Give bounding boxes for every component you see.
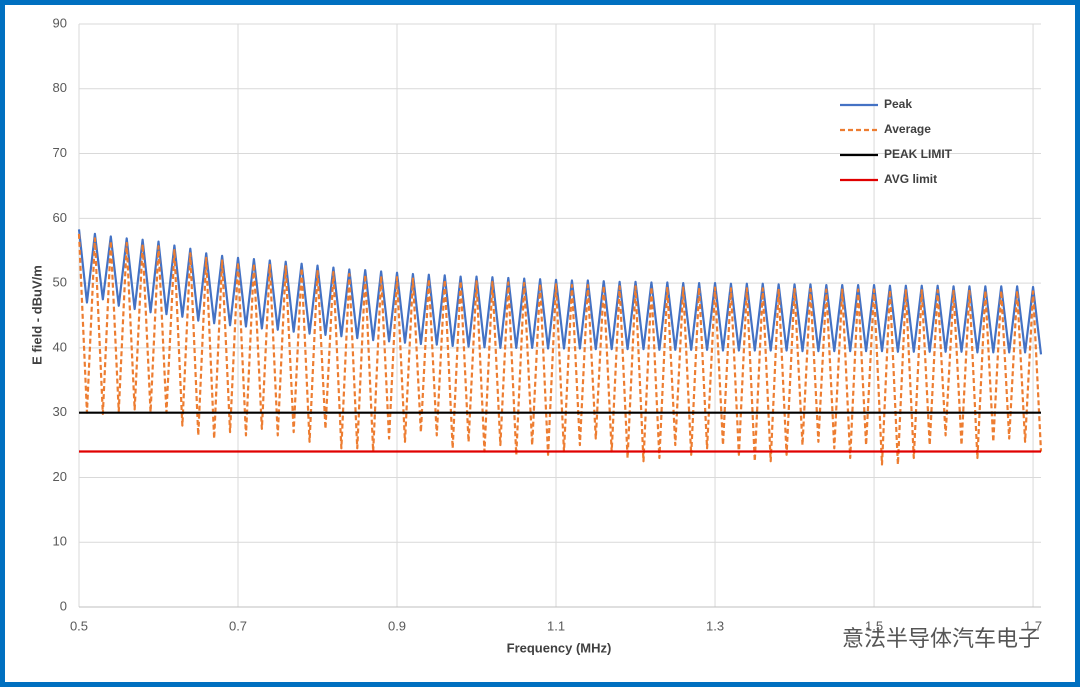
y-tick-label: 20 xyxy=(53,469,67,484)
legend-label: AVG limit xyxy=(884,172,937,186)
legend-label: PEAK LIMIT xyxy=(884,147,953,161)
y-tick-label: 40 xyxy=(53,339,67,354)
y-tick-label: 70 xyxy=(53,145,67,160)
x-tick-label: 1.3 xyxy=(706,618,724,633)
y-tick-label: 30 xyxy=(53,404,67,419)
series-line xyxy=(77,233,1043,466)
x-tick-label: 1.1 xyxy=(547,618,565,633)
x-tick-label: 1.5 xyxy=(865,618,883,633)
y-tick-label: 90 xyxy=(53,15,67,30)
y-tick-label: 0 xyxy=(60,598,67,613)
legend-label: Peak xyxy=(884,97,912,111)
x-tick-label: 0.5 xyxy=(70,618,88,633)
x-tick-label: 1.7 xyxy=(1024,618,1042,633)
legend-label: Average xyxy=(884,122,931,136)
y-tick-label: 50 xyxy=(53,275,67,290)
y-axis-title: E field - dBuV/m xyxy=(29,265,44,365)
plot-area: 0 10 20 30 40 50 60 70 80 90 0.5 0.7 0.9 1.1 1.3 1.5 1.7… xyxy=(53,15,1043,633)
y-tick-label: 80 xyxy=(53,80,67,95)
watermark: 意法半导体汽车电子 xyxy=(842,626,1040,651)
y-tick-label: 60 xyxy=(53,210,67,225)
x-tick-label: 0.7 xyxy=(229,618,247,633)
y-tick-label: 10 xyxy=(53,534,67,549)
x-tick-label: 0.9 xyxy=(388,618,406,633)
x-axis-title: Frequency (MHz) xyxy=(507,640,612,655)
